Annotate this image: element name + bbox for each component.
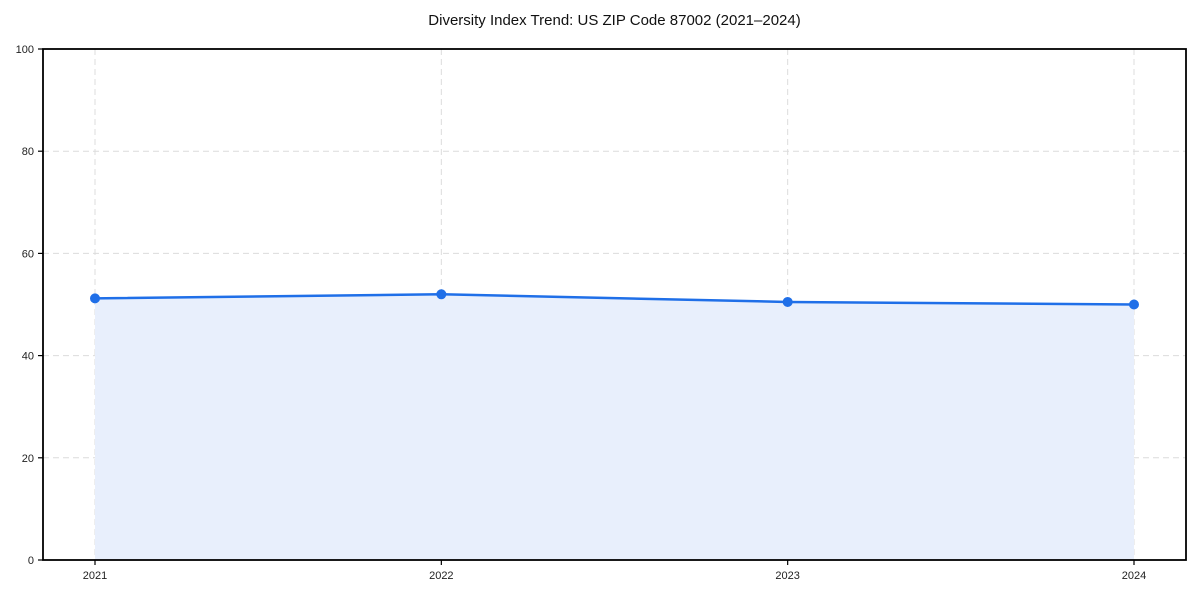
x-tick-label-2024: 2024: [1122, 570, 1146, 582]
y-tick-label-40: 40: [22, 351, 34, 363]
data-point-2022: [436, 289, 447, 300]
data-point-2021: [90, 293, 100, 304]
x-tick-label-2021: 2021: [83, 570, 107, 582]
data-point-2023: [782, 296, 793, 307]
y-tick-label-60: 60: [22, 248, 34, 260]
y-tick-label-100: 100: [16, 44, 34, 56]
y-tick-label-20: 20: [22, 453, 34, 465]
chart-title: Diversity Index Trend: US ZIP Code 87002…: [428, 12, 801, 29]
trend-line: [93, 293, 1136, 306]
x-tick-label-2022: 2022: [429, 570, 453, 582]
y-tick-label-0: 0: [28, 555, 34, 567]
x-tick-label-2023: 2023: [775, 570, 799, 582]
area-fill: [95, 294, 1134, 560]
plot-border: [42, 48, 1187, 561]
data-point-2024: [1129, 299, 1139, 310]
y-tick-label-80: 80: [22, 146, 34, 158]
